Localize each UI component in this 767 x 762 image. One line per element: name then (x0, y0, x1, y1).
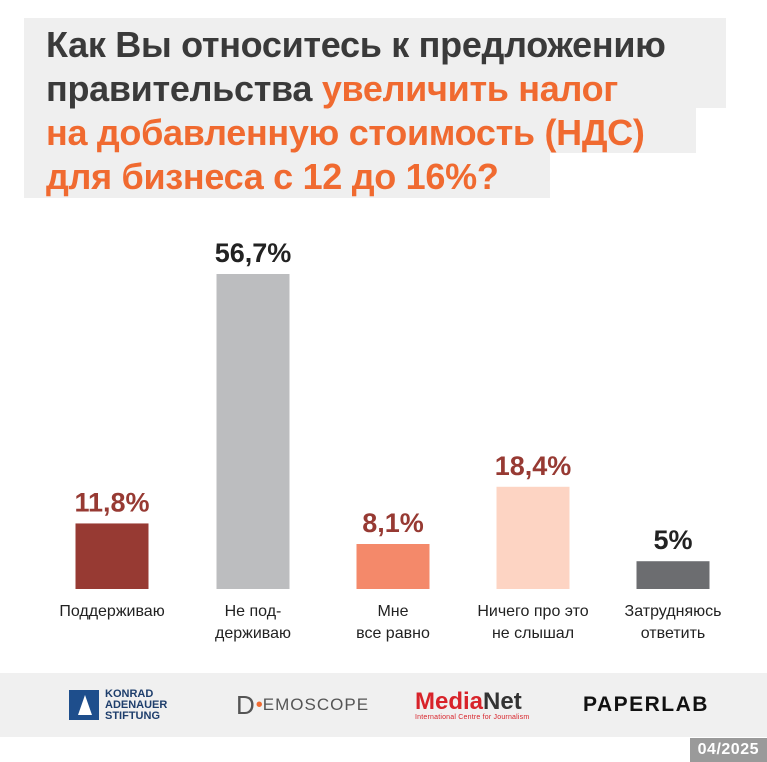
demoscope-logo: D • EMOSCOPE (236, 683, 369, 727)
value-label-0: 11,8% (74, 487, 149, 517)
value-label-2: 8,1% (362, 508, 424, 538)
kas-logo: KONRAD ADENAUER STIFTUNG (69, 683, 167, 727)
medianet-wordmark: MediaNet (415, 687, 522, 715)
title-block: Как Вы относитесь к предложению правител… (24, 18, 726, 198)
category-label-0: Поддерживаю (59, 603, 164, 620)
medianet-subtitle: International Centre for Journalism (415, 713, 530, 721)
bar-3 (496, 486, 570, 589)
medianet-logo: MediaNet International Centre for Journa… (415, 683, 529, 727)
title-line-4: для бизнеса с 12 до 16%? (46, 156, 499, 197)
medianet-media: Media (415, 687, 484, 715)
paperlab-wordmark: PAPERLAB (583, 693, 709, 716)
date-badge: 04/2025 (689, 738, 767, 762)
category-label-1-line-1: держиваю (215, 625, 291, 642)
category-label-0-line-0: Поддерживаю (59, 603, 164, 620)
category-label-1: Не под-держиваю (215, 603, 291, 642)
title-line-3: на добавленную стоимость (НДС) (46, 112, 645, 153)
title-background-top (24, 18, 726, 108)
kas-wordmark: KONRAD ADENAUER STIFTUNG (105, 687, 168, 722)
category-label-1-line-0: Не под- (225, 603, 282, 620)
demoscope-wordmark: EMOSCOPE (262, 695, 370, 714)
demoscope-dot-icon: • (255, 693, 263, 716)
demoscope-initial: D (236, 689, 256, 720)
category-label-4-line-1: ответить (641, 625, 706, 642)
kas-mark-icon (69, 690, 99, 720)
category-label-3: Ничего про это не слышал (477, 603, 588, 642)
title-line-2: правительства увеличить налог (46, 67, 618, 111)
category-label-2-line-1: все равно (356, 625, 430, 642)
title-line-1: Как Вы относитесь к предложению (46, 24, 666, 65)
kas-line-3: STIFTUNG (105, 709, 160, 722)
title-line-2-accent: увеличить налог (321, 68, 618, 109)
value-label-3: 18,4% (495, 451, 572, 481)
category-label-2: Мне все равно (356, 603, 430, 642)
category-label-4: Затрудняюсь ответить (625, 603, 722, 642)
kas-line-2: ADENAUER (105, 698, 168, 711)
footer-logos: KONRAD ADENAUER STIFTUNG D • EMOSCOPE Me… (0, 673, 767, 737)
kas-line-1: KONRAD (105, 687, 154, 700)
category-label-2-line-0: Мне (377, 603, 408, 620)
category-label-3-line-1: не слышал (492, 625, 574, 642)
bar-0 (75, 523, 149, 589)
category-label-3-line-0: Ничего про это (477, 603, 588, 620)
medianet-net: Net (483, 687, 522, 715)
value-label-1: 56,7% (215, 238, 292, 268)
category-label-4-line-0: Затрудняюсь (625, 603, 722, 620)
bar-chart: 11,8% Поддерживаю 56,7% Не под-держиваю 8,1%… (59, 238, 722, 642)
paperlab-logo: PAPERLAB (583, 683, 709, 727)
value-label-4: 5% (653, 525, 692, 555)
title-background-bottom (24, 153, 550, 198)
title-line-2-dark: правительства (46, 68, 322, 109)
bar-2 (356, 544, 430, 589)
bar-1 (216, 274, 290, 589)
title-background-mid (24, 108, 696, 153)
bar-4 (636, 561, 710, 589)
